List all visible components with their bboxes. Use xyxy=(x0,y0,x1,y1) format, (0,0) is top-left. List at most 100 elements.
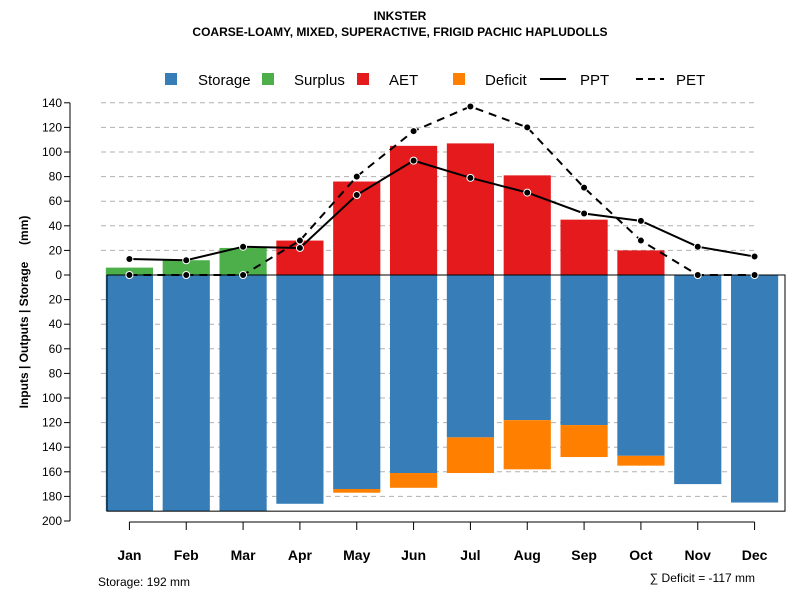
pet-point xyxy=(409,127,418,136)
pet-point xyxy=(125,271,134,279)
legend-deficit-swatch xyxy=(453,73,465,85)
month-label: May xyxy=(343,547,370,563)
legend: Storage Surplus AET Deficit PPT PET xyxy=(165,72,705,89)
storage-bar xyxy=(503,275,551,421)
y-tick-label: 40 xyxy=(49,317,63,331)
aet-bar xyxy=(446,143,495,275)
month-label: Nov xyxy=(685,547,712,563)
month-label: Oct xyxy=(629,547,653,563)
ppt-point xyxy=(693,242,702,251)
month-label: Mar xyxy=(231,547,256,563)
surplus-bar xyxy=(219,247,267,275)
bars xyxy=(105,143,786,512)
legend-storage-label: Storage xyxy=(198,72,251,89)
chart-title: INKSTER xyxy=(374,9,427,23)
aet-bar xyxy=(560,219,608,275)
deficit-bar xyxy=(446,437,495,474)
month-label: Apr xyxy=(288,547,313,563)
x-axis: Jan Feb Mar Apr May Jun Jul Aug Sep Oct Nov Dec xyxy=(117,521,768,563)
pet-point xyxy=(636,236,645,245)
ppt-point xyxy=(466,173,475,182)
pet-point xyxy=(580,183,589,192)
pet-point xyxy=(352,172,361,181)
storage-total: Storage: 192 mm xyxy=(98,575,190,589)
ppt-point xyxy=(352,191,361,200)
legend-pet-label: PET xyxy=(676,72,705,89)
ppt-point xyxy=(239,242,248,251)
storage-bar xyxy=(730,275,779,503)
month-label: Dec xyxy=(742,547,768,563)
ppt-line xyxy=(129,159,755,262)
y-axis-label: Inputs | Outputs | Storage (mm) xyxy=(17,216,31,409)
y-tick-label: 180 xyxy=(42,489,62,503)
legend-storage-swatch xyxy=(165,73,177,85)
ppt-point xyxy=(409,156,418,165)
y-tick-label: 80 xyxy=(49,366,63,380)
ppt-point xyxy=(125,255,134,264)
storage-bar xyxy=(162,275,210,512)
storage-bar xyxy=(389,275,438,474)
month-label: Sep xyxy=(571,547,597,563)
ppt-point xyxy=(636,216,645,225)
pet-line xyxy=(129,105,755,276)
storage-bar xyxy=(560,275,608,426)
legend-aet-swatch xyxy=(357,73,369,85)
aet-bar xyxy=(389,145,438,275)
pet-point xyxy=(295,236,304,245)
y-tick-label: 120 xyxy=(42,120,62,134)
storage-bar xyxy=(219,275,267,512)
y-tick-label: 80 xyxy=(49,170,63,184)
deficit-bar xyxy=(333,489,381,493)
month-label: Feb xyxy=(174,547,199,563)
month-label: Jun xyxy=(401,547,426,563)
deficit-bar xyxy=(560,425,608,458)
deficit-bar xyxy=(389,473,438,488)
ppt-point xyxy=(295,243,304,252)
deficit-bar xyxy=(503,420,551,470)
y-tick-label: 40 xyxy=(49,219,63,233)
surplus-bar xyxy=(162,260,210,275)
y-tick-label: 120 xyxy=(42,416,62,430)
storage-bar xyxy=(617,275,665,456)
y-tick-label: 140 xyxy=(42,96,62,110)
legend-aet-label: AET xyxy=(389,72,418,89)
legend-deficit-label: Deficit xyxy=(485,72,528,89)
y-tick-label: 100 xyxy=(42,145,62,159)
legend-surplus-swatch xyxy=(262,73,274,85)
ppt-point xyxy=(182,256,191,265)
y-tick-label: 60 xyxy=(49,342,63,356)
pet-point xyxy=(523,123,532,132)
legend-surplus-label: Surplus xyxy=(294,72,345,89)
series-lines xyxy=(125,102,759,279)
storage-bar xyxy=(276,275,324,504)
storage-bar xyxy=(446,275,495,438)
storage-bar xyxy=(674,275,722,485)
aet-bar xyxy=(617,250,665,275)
y-tick-label: 60 xyxy=(49,194,63,208)
deficit-total: ∑ Deficit = -117 mm xyxy=(650,571,755,585)
storage-bar xyxy=(105,275,154,512)
y-tick-label: 160 xyxy=(42,465,62,479)
pet-point xyxy=(466,102,475,111)
chart-subtitle: COARSE-LOAMY, MIXED, SUPERACTIVE, FRIGID… xyxy=(192,25,607,39)
legend-ppt-label: PPT xyxy=(580,72,609,89)
storage-bar xyxy=(333,275,381,490)
ppt-point xyxy=(523,188,532,197)
deficit-bar xyxy=(617,455,665,466)
y-axis: 1401201008060402002040608010012014016018… xyxy=(42,96,71,528)
pet-point xyxy=(693,271,702,279)
pet-point xyxy=(750,271,759,279)
y-tick-label: 20 xyxy=(49,243,63,257)
y-tick-label: 100 xyxy=(42,391,62,405)
y-tick-label: 0 xyxy=(55,268,62,282)
y-tick-label: 140 xyxy=(42,440,62,454)
month-label: Jan xyxy=(117,547,141,563)
ppt-point xyxy=(750,252,759,261)
month-label: Aug xyxy=(514,547,541,563)
ppt-point xyxy=(580,209,589,218)
month-label: Jul xyxy=(460,547,480,563)
y-tick-label: 20 xyxy=(49,293,63,307)
y-tick-label: 200 xyxy=(42,514,62,528)
pet-point xyxy=(239,271,248,279)
